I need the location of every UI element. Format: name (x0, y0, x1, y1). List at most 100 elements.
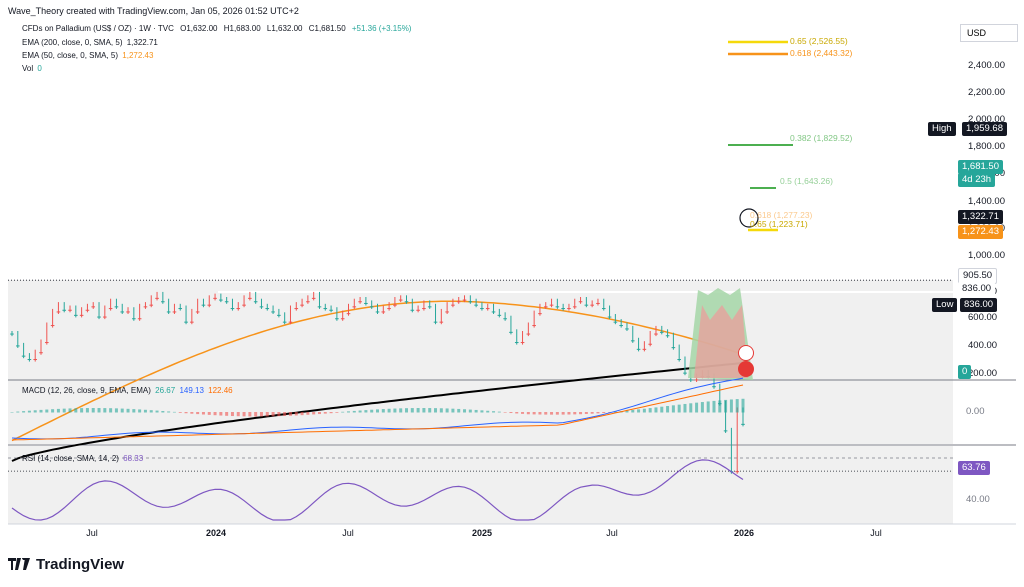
tradingview-logo[interactable]: TradingView (8, 556, 124, 573)
fib-label-0382: 0.382 (1,829.52) (790, 133, 853, 143)
macd-histogram-bar (172, 411, 176, 413)
macd-histogram-bar (625, 410, 629, 413)
macd-histogram-bar (236, 412, 240, 417)
macd-histogram-bar (509, 412, 513, 414)
macd-histogram-bar (201, 412, 205, 415)
candle-body (677, 359, 681, 361)
rsi-tag: 63.76 (958, 461, 990, 475)
candle-body (74, 314, 78, 316)
macd-histogram-bar (573, 412, 577, 415)
macd-histogram-bar (463, 409, 467, 413)
macd-histogram-bar (555, 412, 559, 415)
macd-histogram-bar (27, 410, 31, 413)
macd-histogram-bar (677, 404, 681, 413)
candle-body (329, 309, 333, 311)
candle-body (572, 306, 577, 308)
macd-histogram-bar (422, 408, 426, 413)
candle-body (21, 355, 26, 357)
macd-histogram-bar (85, 408, 89, 413)
candle-body (601, 308, 606, 310)
candle-body (10, 333, 14, 335)
tradingview-logo-icon (8, 558, 30, 570)
lightning-event-icon[interactable] (738, 345, 754, 361)
legend-open: O1,632.00 (180, 24, 218, 33)
candle-body (561, 308, 565, 310)
legend-ema50-label: EMA (50, close, 0, SMA, 5) (22, 51, 119, 60)
candle-body (195, 311, 200, 313)
x-tick-jul-2023: Jul (86, 528, 98, 538)
candle-body (161, 301, 165, 303)
candle-body (410, 309, 415, 311)
candle-body (567, 308, 571, 310)
price-pane-shade (8, 280, 953, 380)
macd-histogram-bar (550, 412, 554, 415)
ema-cross-circle (739, 208, 759, 228)
macd-histogram-bar (376, 409, 379, 413)
macd-histogram-bar (439, 408, 443, 413)
price-tick: 1,000.00 (968, 250, 1005, 261)
legend-macd-signal: 122.46 (208, 386, 233, 395)
macd-histogram-bar (97, 408, 101, 413)
ema200-line (11, 361, 744, 462)
macd-histogram-bar (329, 412, 333, 414)
macd-histogram-bar (497, 411, 501, 413)
macd-histogram-bar (370, 409, 374, 413)
flag-event-icon[interactable] (738, 361, 754, 377)
candle-body (619, 325, 623, 327)
macd-histogram-bar (155, 410, 159, 413)
candle-body (271, 311, 275, 313)
candle-body (636, 348, 641, 350)
candle-body (648, 343, 652, 345)
candle-body (114, 306, 119, 308)
candle-body (369, 306, 374, 308)
candle-body (671, 347, 676, 349)
legend-symbol: CFDs on Palladium (US$ / OZ) · 1W · TVC (22, 24, 174, 33)
macd-histogram-bar (190, 412, 194, 414)
macd-histogram-bar (503, 412, 507, 413)
candle-body (688, 379, 693, 381)
last-price-tag: 1,681.50 (958, 160, 1003, 174)
candle-body (532, 325, 536, 327)
macd-histogram-bar (294, 412, 298, 416)
macd-histogram-bar (271, 412, 275, 417)
candle-body (172, 311, 177, 313)
chart-area[interactable]: CFDs on Palladium (US$ / OZ) · 1W · TVC … (8, 20, 1018, 542)
candle-body (683, 372, 687, 374)
macd-histogram-bar (434, 408, 438, 413)
macd-histogram-bar (561, 412, 565, 415)
candle-body (126, 311, 130, 313)
legend-rsi-value: 68.33 (123, 454, 144, 463)
legend-change: +51.36 (+3.15%) (351, 24, 412, 33)
macd-histogram-bar (521, 412, 525, 414)
x-tick-jul-2025: Jul (606, 528, 618, 538)
macd-histogram-bar (80, 408, 84, 413)
macd-histogram-bar (683, 403, 687, 413)
macd-histogram-bar (317, 412, 321, 415)
candle-body (39, 352, 43, 354)
candle-body (132, 318, 136, 320)
macd-histogram-bar (724, 399, 728, 413)
macd-histogram-bar (283, 412, 287, 416)
macd-histogram-bar (492, 411, 496, 413)
candle-body (306, 301, 310, 303)
high-tag-label: High (928, 122, 956, 136)
candle-body (120, 311, 125, 313)
price-tick: 600.00 (968, 312, 998, 323)
macd-histogram-bar (387, 408, 391, 413)
main-chart-svg[interactable] (8, 20, 1016, 542)
currency-selector[interactable]: USD (960, 24, 1018, 42)
macd-histogram-bar (62, 408, 66, 413)
macd-histogram-bar (364, 410, 368, 413)
macd-histogram-bar (91, 408, 95, 413)
candle-body (596, 302, 600, 304)
candle-body (103, 316, 107, 318)
macd-histogram-bar (654, 407, 658, 413)
x-tick-2026: 2026 (733, 528, 755, 538)
macd-histogram-bar (184, 412, 188, 414)
macd-histogram-bar (451, 408, 455, 413)
low-tag-label: Low (932, 298, 958, 312)
candle-body (143, 306, 148, 308)
x-tick-jul-2026: Jul (870, 528, 882, 538)
candle-body (694, 379, 699, 381)
macd-histogram-bar (428, 408, 432, 413)
